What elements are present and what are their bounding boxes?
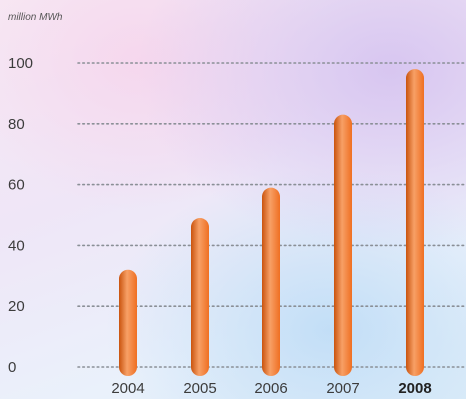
bar-2008: [406, 69, 424, 376]
y-tick-label: 20: [8, 298, 25, 315]
x-tick-label: 2007: [326, 380, 359, 397]
y-tick-label: 40: [8, 237, 25, 254]
unit-label: million MWh: [8, 12, 63, 23]
y-tick-label: 80: [8, 116, 25, 133]
x-tick-label: 2006: [254, 380, 287, 397]
y-tick-label: 100: [8, 55, 33, 72]
y-tick-label: 60: [8, 177, 25, 194]
bar-2007: [334, 114, 352, 377]
x-axis-ticks: 2004 2005 2006 2007 2008: [111, 380, 431, 397]
bars: [119, 69, 424, 377]
bar-2005: [191, 218, 209, 376]
x-tick-label: 2004: [111, 380, 144, 397]
x-tick-label: 2008: [398, 380, 431, 397]
bar-2006: [262, 187, 280, 376]
bar-2004: [119, 269, 137, 376]
x-tick-label: 2005: [183, 380, 216, 397]
y-tick-label: 0: [8, 359, 16, 376]
y-axis-ticks: 0 20 40 60 80 100: [8, 55, 33, 376]
